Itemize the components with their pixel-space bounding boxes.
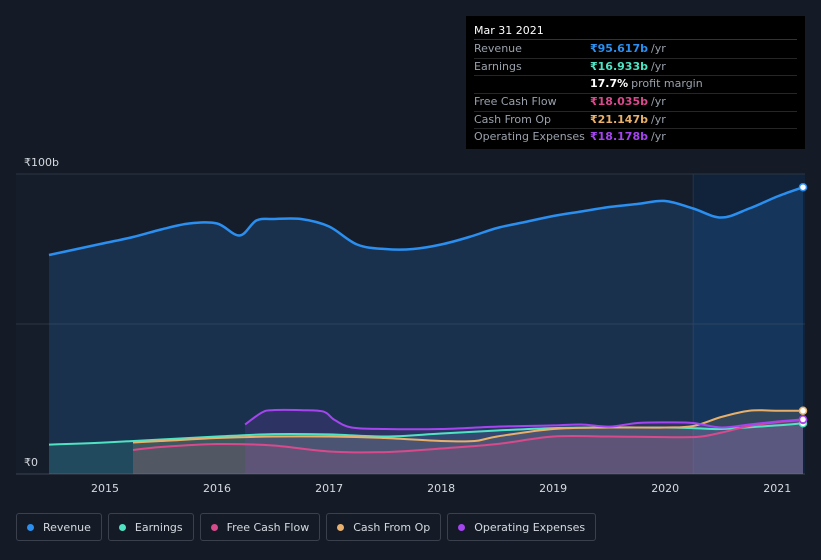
tooltip-row: Operating Expenses ₹18.178b/yr — [474, 129, 797, 146]
tooltip-row-label: Operating Expenses — [474, 130, 585, 144]
tooltip-row-value: ₹21.147b — [590, 112, 648, 126]
tooltip-row-unit: profit margin — [631, 77, 703, 91]
tooltip: Mar 31 2021 Revenue ₹95.617b/yr Earnings ₹1… — [466, 16, 805, 149]
operating-expenses-end-marker — [798, 415, 808, 424]
tooltip-row-unit: /yr — [650, 42, 666, 55]
tooltip-row-label: Revenue — [474, 42, 522, 55]
x-tick-label: 2015 — [91, 482, 119, 495]
tooltip-row-label: Earnings — [474, 59, 522, 73]
operating-expenses-area — [245, 409, 804, 474]
legend-label: Revenue — [43, 520, 91, 534]
tooltip-rows: Revenue ₹95.617b/yr Earnings ₹16.933b/yr 17.… — [474, 41, 797, 146]
revenue-area — [49, 187, 803, 474]
x-tick-label: 2016 — [203, 482, 231, 495]
x-tick-label: 2021 — [763, 482, 791, 495]
tooltip-date: Mar 31 2021 — [474, 23, 797, 40]
operating-expenses-line — [244, 408, 804, 431]
cash-from-op-end-marker — [798, 406, 808, 415]
tooltip-row: Revenue ₹95.617b/yr — [474, 41, 797, 59]
y-tick-label: ₹100b — [24, 156, 59, 169]
legend-item-operating-expenses[interactable]: Operating Expenses — [447, 513, 597, 541]
legend-item-revenue[interactable]: Revenue — [16, 513, 102, 541]
legend-label: Cash From Op — [353, 520, 431, 534]
tooltip-row: Earnings ₹16.933b/yr — [474, 59, 797, 77]
legend-item-free-cash-flow[interactable]: Free Cash Flow — [199, 513, 321, 541]
tooltip-row-label — [474, 76, 590, 93]
tooltip-row: Cash From Op ₹21.147b/yr — [474, 112, 797, 130]
earnings-line — [48, 422, 804, 446]
tooltip-row: Free Cash Flow ₹18.035b/yr — [474, 94, 797, 112]
revenue-end-marker — [798, 182, 808, 192]
tooltip-row-unit: /yr — [650, 59, 666, 73]
tooltip-row: 17.7% profit margin — [474, 76, 797, 95]
x-tick-label: 2020 — [651, 482, 679, 495]
legend-label: Operating Expenses — [474, 520, 586, 534]
x-tick-label: 2017 — [315, 482, 343, 495]
tooltip-row-unit: /yr — [650, 130, 666, 144]
legend-label: Free Cash Flow — [226, 520, 310, 534]
legend-dot-icon — [27, 523, 34, 531]
legend: Revenue Earnings Free Cash Flow Cash From O… — [16, 513, 597, 543]
legend-label: Earnings — [134, 520, 183, 534]
legend-dot-icon — [458, 523, 466, 531]
tooltip-row-label: Cash From Op — [474, 112, 552, 126]
tooltip-row-value: ₹16.933b — [590, 59, 648, 73]
tooltip-row-unit: /yr — [650, 112, 666, 126]
legend-item-earnings[interactable]: Earnings — [107, 513, 194, 541]
tooltip-row-value: ₹18.035b — [590, 95, 648, 109]
tooltip-row-value: ₹95.617b — [590, 42, 648, 55]
legend-dot-icon — [210, 523, 218, 531]
legend-dot-icon — [337, 523, 345, 531]
tooltip-row-unit: /yr — [650, 95, 666, 109]
legend-dot-icon — [118, 523, 126, 531]
x-tick-label: 2018 — [427, 482, 455, 495]
legend-item-cash-from-op[interactable]: Cash From Op — [326, 513, 442, 541]
revenue-line — [48, 186, 804, 257]
tooltip-row-value: 17.7% — [590, 77, 629, 91]
y-tick-label: ₹0 — [24, 456, 38, 469]
cash-from-op-line — [132, 409, 803, 444]
free-cash-flow-line — [132, 419, 804, 454]
x-tick-label: 2019 — [539, 482, 567, 495]
tooltip-row-label: Free Cash Flow — [474, 95, 557, 109]
tooltip-row-value: ₹18.178b — [590, 130, 648, 144]
